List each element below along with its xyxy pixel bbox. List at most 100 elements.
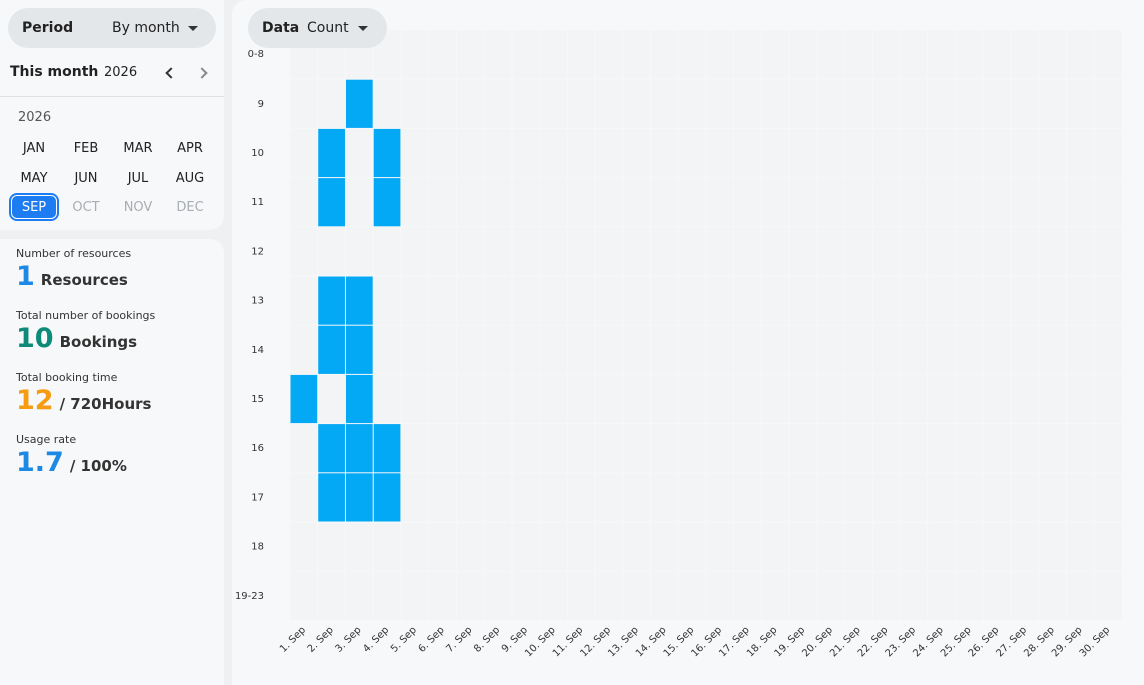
heatmap-cell [290,325,318,374]
heatmap-cell [484,325,512,374]
heatmap-cell [540,522,567,571]
heatmap-cell [623,325,650,374]
month-sep[interactable]: SEP [11,195,57,219]
bookings-stat: 10 Bookings [16,323,137,354]
heatmap-cell [512,178,540,227]
heatmap-cell [761,424,789,473]
heatmap-cell [484,473,512,522]
heatmap-cell [567,178,595,227]
heatmap-cell [789,128,817,178]
heatmap-cell [484,522,512,571]
period-label: Period [22,20,74,36]
heatmap-cell [956,374,983,424]
heatmap-cell [789,374,817,424]
heatmap-cell [1066,227,1094,276]
heatmap-cell [1066,473,1094,522]
chevron-down-icon [358,26,368,31]
heatmap-cell [956,276,983,325]
heatmap-cell [290,424,318,473]
heatmap-cell [484,227,512,276]
heatmap-cell [623,128,650,178]
heatmap-cell [928,128,956,178]
heatmap-cell [401,227,429,276]
heatmap-cell [1039,571,1066,620]
heatmap-cell [956,325,983,374]
heatmap-cell [1039,473,1066,522]
heatmap-cell [345,178,373,227]
heatmap-cell [817,276,845,325]
month-apr[interactable]: APR [177,140,203,156]
chart-panel: 0-8 9 10 11 12 13 14 15 16 17 18 19-23 1. Sep 2. Sep 3… [232,0,1144,685]
heatmap-cell [872,227,900,276]
heatmap-cell [540,227,567,276]
heatmap-cell [983,178,1011,227]
month-feb[interactable]: FEB [73,140,99,156]
month-aug[interactable]: AUG [175,170,205,186]
x-tick-label: 8. Sep [472,625,502,655]
heatmap-cell [900,227,928,276]
heatmap-cell [650,276,678,325]
heatmap-cell [789,79,817,128]
heatmap-cell [1011,227,1039,276]
heatmap-cell [706,473,734,522]
heatmap-cell [1066,325,1094,374]
heatmap-cell [456,30,484,79]
heatmap-cell [900,522,928,571]
x-tick-label: 30. Sep [1078,625,1113,660]
resources-unit: Resources [40,271,128,289]
previous-year-button[interactable] [158,62,180,84]
next-year-button[interactable] [192,62,214,84]
heatmap-cell [983,325,1011,374]
period-select[interactable]: Period By month [8,8,216,48]
heatmap-cell [983,374,1011,424]
heatmap-cell [900,128,928,178]
heatmap-cell [401,522,429,571]
heatmap-cell [512,473,540,522]
heatmap-cell [373,227,401,276]
heatmap-cell [1094,522,1122,571]
heatmap-cell [1094,276,1122,325]
heatmap-cell [290,522,318,571]
heatmap-cell [678,424,706,473]
heatmap-cell [1039,276,1066,325]
month-jul[interactable]: JUL [127,170,149,186]
heatmap-cell [678,473,706,522]
month-jan[interactable]: JAN [22,140,46,156]
month-may[interactable]: MAY [20,170,48,186]
y-tick-label: 13 [251,296,264,307]
heatmap-cell [956,79,983,128]
heatmap-cell [595,522,623,571]
heatmap-cell [540,325,567,374]
x-tick-label: 4. Sep [361,625,391,655]
heatmap-cell [900,178,928,227]
bookings-label: Total number of bookings [16,309,156,322]
bookings-value: 10 [16,323,54,354]
heatmap-cell [845,178,872,227]
heatmap-cell [983,128,1011,178]
y-tick-label: 19-23 [235,591,264,602]
x-tick-label: 7. Sep [444,625,474,655]
month-mar[interactable]: MAR [123,140,153,156]
heatmap-cell [512,374,540,424]
heatmap-cell [650,571,678,620]
heatmap-cell [650,374,678,424]
this-month-button[interactable]: This month [10,64,99,80]
heatmap-cell [290,178,318,227]
x-tick-label: 5. Sep [389,625,419,655]
data-select[interactable]: Data Count [248,8,387,48]
month-jun[interactable]: JUN [74,170,98,186]
heatmap-cell [1066,571,1094,620]
heatmap-cell [401,325,429,374]
x-tick-label: 2. Sep [306,625,336,655]
heatmap-cell [789,276,817,325]
heatmap-cell [401,473,429,522]
chevron-right-icon [195,67,208,79]
heatmap-cell [1011,473,1039,522]
heatmap-cell [706,227,734,276]
heatmap-cell [845,325,872,374]
heatmap-cell [1094,571,1122,620]
heatmap-cell [512,79,540,128]
usage-rate-stat: 1.7 / 100% [16,447,127,478]
heatmap-cell [706,325,734,374]
heatmap-cell [595,178,623,227]
